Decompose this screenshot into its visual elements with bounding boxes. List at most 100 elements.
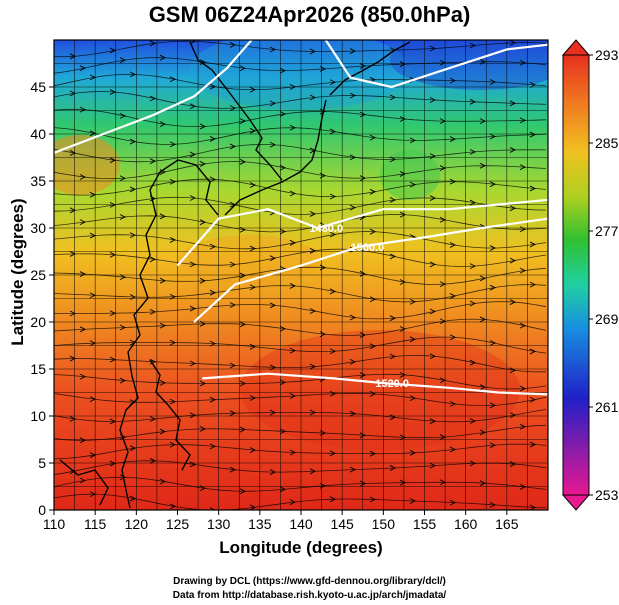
korea-coast [189, 41, 283, 181]
wind-arrowhead [89, 232, 97, 239]
wind-arrowhead [289, 393, 297, 399]
wind-arrowhead [229, 362, 237, 369]
wind-arrowhead [319, 108, 327, 115]
cold-anomaly-northeast [390, 40, 548, 90]
wind-arrowhead [119, 474, 127, 481]
wind-arrowhead [439, 216, 447, 223]
chart-title: GSM 06Z24Apr2026 (850.0hPa) [148, 2, 471, 27]
wind-arrowhead [369, 188, 377, 195]
wind-arrowhead [389, 414, 397, 421]
wind-arrowhead [239, 226, 247, 233]
wind-arrowhead [249, 343, 257, 350]
wind-arrowhead [169, 178, 177, 185]
wind-arrowhead [409, 449, 417, 456]
wind-arrowhead [249, 447, 257, 453]
wind-arrowhead [449, 242, 457, 248]
wind-streamlines [54, 40, 547, 510]
wind-arrowhead [329, 79, 337, 86]
wind-arrowhead [489, 402, 497, 409]
wind-arrowhead [289, 347, 297, 354]
wind-arrowhead [369, 496, 377, 503]
wind-arrowhead [269, 409, 277, 416]
wind-arrowhead [449, 400, 457, 407]
wind-arrowhead [479, 118, 487, 124]
wind-arrowhead [119, 274, 127, 281]
wind-arrowhead [449, 293, 457, 299]
y-tick-label: 15 [30, 361, 46, 377]
wind-arrowhead [329, 450, 337, 457]
wind-arrowhead [249, 245, 257, 252]
wind-arrowhead [79, 174, 87, 180]
cold-anomaly-north [190, 40, 410, 110]
wind-arrowhead [489, 181, 497, 188]
wind-arrowhead [229, 42, 237, 48]
wind-arrowhead [149, 95, 157, 102]
wind-arrowhead [279, 228, 287, 235]
wind-arrowhead [359, 372, 367, 378]
wind-arrowhead [149, 457, 157, 464]
colorbar-tick-label: 261 [595, 399, 619, 415]
wind-arrowhead [159, 213, 167, 220]
wind-arrowhead [409, 137, 417, 144]
streamline [54, 108, 547, 128]
wind-arrowhead [279, 111, 287, 117]
wind-arrowhead [439, 281, 447, 288]
wind-arrowhead [209, 83, 217, 90]
wind-arrowhead [109, 310, 117, 317]
wind-arrowhead [119, 112, 127, 119]
wind-arrowhead [109, 418, 117, 425]
wind-arrowhead [329, 128, 337, 135]
y-axis-ticks: 0 5 10 15 20 25 30 35 40 45 [30, 79, 54, 518]
wind-arrowhead [349, 358, 357, 365]
wind-arrowhead [309, 468, 317, 475]
contour-line [324, 40, 548, 89]
wind-arrowhead [119, 214, 127, 220]
y-tick-label: 0 [38, 502, 46, 518]
colorbar-bottom-arrow [561, 494, 591, 511]
wind-arrowhead [509, 412, 517, 419]
wind-arrowhead [69, 90, 77, 97]
wind-arrowhead [119, 324, 127, 331]
wind-arrowhead [529, 185, 537, 192]
wind-arrowhead [509, 40, 517, 46]
wind-arrowhead [429, 261, 437, 268]
wind-arrowhead [69, 207, 77, 214]
wind-arrowhead [249, 86, 257, 93]
wind-arrowhead [199, 219, 207, 226]
wind-arrowhead [349, 314, 357, 321]
wind-arrowhead [519, 59, 527, 66]
x-tick-label: 130 [207, 516, 231, 532]
wind-arrowhead [289, 499, 297, 506]
wind-arrowhead [89, 130, 97, 137]
wind-arrowhead [349, 92, 357, 99]
contour-line [202, 372, 548, 396]
wind-arrowhead [479, 162, 487, 169]
wind-arrowhead [529, 504, 537, 510]
wind-arrowhead [79, 271, 87, 277]
wind-arrowhead [489, 79, 497, 85]
wind-arrowhead [229, 261, 237, 268]
wind-arrowhead [79, 437, 87, 444]
wind-arrowhead [389, 353, 397, 360]
wind-arrowhead [319, 430, 327, 436]
wind-arrowhead [319, 172, 327, 179]
y-tick-label: 5 [38, 455, 46, 471]
wind-arrowhead [119, 57, 127, 64]
wind-arrowhead [519, 385, 527, 392]
wind-arrowhead [129, 445, 137, 452]
wind-arrowhead [239, 272, 247, 279]
wind-arrowhead [209, 340, 217, 347]
wind-arrowhead [389, 197, 397, 203]
wind-arrowhead [169, 339, 177, 346]
height-contours: 1480.0 1500.0 1520.0 [54, 40, 548, 396]
wind-arrowhead [69, 415, 77, 422]
wind-arrowhead [469, 148, 477, 155]
wind-arrowhead [89, 292, 97, 299]
wind-arrowhead [189, 461, 197, 468]
wind-arrowhead [199, 320, 207, 327]
wind-arrowhead [159, 478, 167, 485]
lat-lon-grid [54, 40, 548, 510]
wind-arrowhead [189, 151, 197, 158]
warm-tongue [180, 235, 320, 285]
